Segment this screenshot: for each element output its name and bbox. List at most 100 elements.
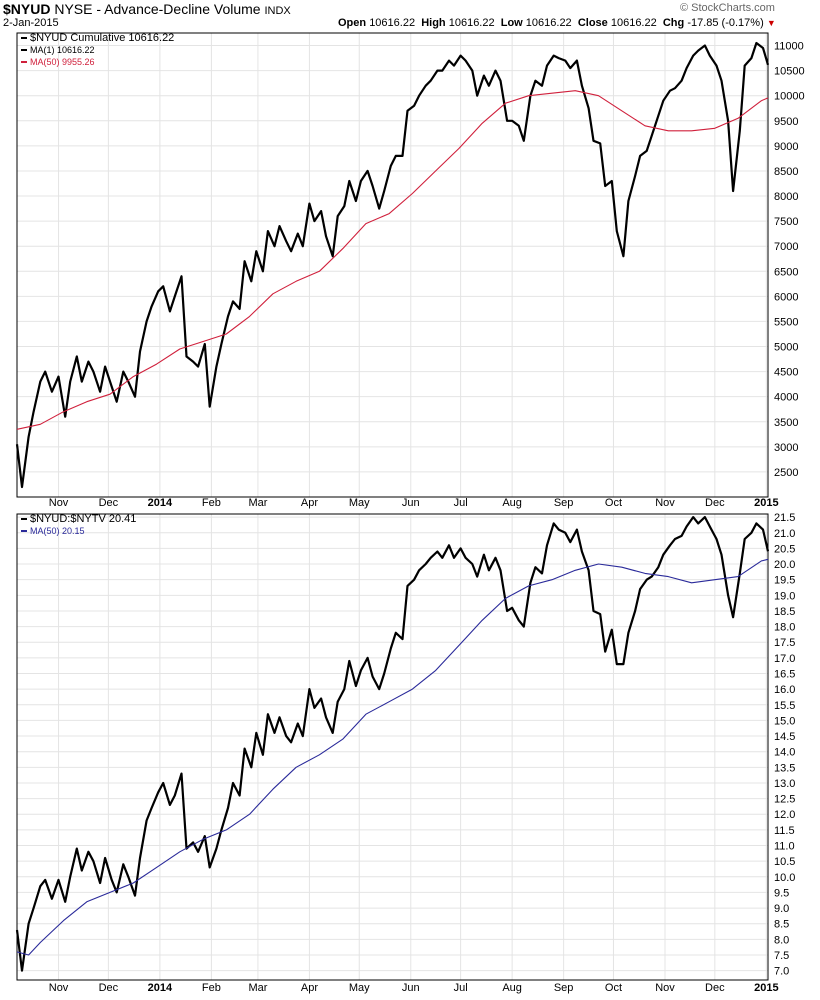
bottom-x-tick-label: May [349,982,370,994]
bottom-x-tick-label: Jun [402,982,420,994]
close-label: Close [577,17,608,29]
bottom-y-tick-label: 7.0 [774,966,789,978]
bottom-y-tick-label: 8.5 [774,919,789,931]
bottom-y-tick-label: 9.0 [774,903,789,915]
symbol-name: NYSE - Advance-Decline Volume [54,1,261,17]
ohlc-readout: Open 10616.22 High 10616.22 Low 10616.22… [338,17,776,29]
bottom-x-tick-label: Jul [454,982,468,994]
bottom-y-tick-label: 20.5 [774,543,795,555]
chg-label: Chg [662,17,685,29]
top-y-tick-label: 10500 [774,66,805,78]
high-value: 10616.22 [448,17,495,29]
top-legend-entry: MA(50) 9955.26 [30,57,95,67]
bottom-y-tick-label: 11.0 [774,841,795,853]
bottom-series-ma50-line [16,558,769,956]
bottom-y-tick-label: 12.5 [774,794,795,806]
bottom-x-tick-label: Dec [99,982,119,994]
bottom-y-tick-label: 19.0 [774,590,795,602]
top-y-tick-label: 2500 [774,467,798,479]
down-arrow-icon: ▼ [766,18,776,28]
bottom-plot-frame [16,513,769,981]
open-value: 10616.22 [369,17,416,29]
top-y-tick-label: 4000 [774,392,798,404]
bottom-x-tick-label: Sep [554,982,574,994]
top-x-tick-label: 2015 [754,497,778,509]
top-y-tick-label: 9000 [774,141,798,153]
chart-symbol-title: $NYUD NYSE - Advance-Decline Volume INDX [3,1,291,17]
top-y-tick-label: 6000 [774,291,798,303]
bottom-y-tick-label: 7.5 [774,950,789,962]
bottom-y-tick-label: 10.0 [774,872,795,884]
bottom-y-tick-label: 20.0 [774,559,795,571]
bottom-x-tick-label: Aug [502,982,522,994]
top-x-tick-label: Jun [402,497,420,509]
bottom-y-tick-label: 11.5 [774,825,795,837]
bottom-y-tick-label: 15.0 [774,715,795,727]
chg-value: -17.85 (-0.17%) [687,17,764,29]
top-x-tick-label: Jul [454,497,468,509]
bottom-y-tick-label: 8.0 [774,934,789,946]
bottom-y-tick-label: 21.5 [774,512,795,524]
bottom-plot-area [17,514,768,980]
top-y-tick-label: 6500 [774,266,798,278]
top-y-tick-label: 3000 [774,442,798,454]
bottom-legend-entry: MA(50) 20.15 [30,526,85,536]
bottom-x-tick-label: 2014 [148,982,173,994]
bottom-y-tick-label: 19.5 [774,575,795,587]
top-x-tick-label: Dec [99,497,119,509]
bottom-x-tick-label: Dec [705,982,725,994]
top-x-tick-label: Nov [655,497,675,509]
bottom-y-tick-label: 14.0 [774,747,795,759]
bottom-y-tick-label: 17.5 [774,637,795,649]
bottom-series-price-line [15,515,770,972]
top-x-tick-label: Dec [705,497,725,509]
top-x-tick-label: Feb [202,497,221,509]
bottom-y-tick-label: 14.5 [774,731,795,743]
bottom-y-tick-label: 16.5 [774,669,795,681]
open-label: Open [338,17,367,29]
top-y-tick-label: 10000 [774,91,805,103]
bottom-x-tick-label: Feb [202,982,221,994]
low-value: 10616.22 [525,17,572,29]
top-x-tick-label: Mar [248,497,267,509]
chart-date: 2-Jan-2015 [3,17,59,29]
bottom-y-tick-label: 16.0 [774,684,795,696]
top-y-tick-label: 11000 [774,41,804,53]
bottom-x-tick-label: Oct [605,982,622,994]
bottom-y-tick-label: 15.5 [774,700,795,712]
bottom-y-tick-label: 13.5 [774,762,795,774]
close-value: 10616.22 [610,17,657,29]
top-plot-frame [16,32,769,498]
bottom-legend-entry: $NYUD:$NYTV 20.41 [30,513,136,525]
top-legend-entry: $NYUD Cumulative 10616.22 [30,32,174,44]
bottom-x-tick-label: Apr [301,982,318,994]
top-y-tick-label: 7500 [774,216,798,228]
symbol: $NYUD [3,1,51,17]
top-series-price-line [15,41,770,489]
bottom-y-tick-label: 10.5 [774,856,795,868]
bottom-y-tick-label: 9.5 [774,887,789,899]
bottom-x-tick-label: Mar [248,982,267,994]
top-y-tick-label: 5000 [774,342,798,354]
bottom-y-tick-label: 21.0 [774,528,795,540]
top-y-tick-label: 3500 [774,417,798,429]
top-x-tick-label: 2014 [148,497,173,509]
top-y-tick-label: 8000 [774,191,798,203]
bottom-x-tick-label: 2015 [754,982,778,994]
top-y-tick-label: 7000 [774,241,798,253]
top-legend-entry: MA(1) 10616.22 [30,45,95,55]
bottom-y-tick-label: 13.0 [774,778,795,790]
high-label: High [421,17,446,29]
bottom-y-tick-label: 18.5 [774,606,795,618]
top-x-tick-label: Nov [49,497,69,509]
top-x-tick-label: Aug [502,497,522,509]
top-x-tick-label: May [349,497,370,509]
top-x-tick-label: Apr [301,497,318,509]
top-y-tick-label: 4500 [774,367,798,379]
top-plot-area [17,33,768,497]
bottom-y-tick-label: 18.0 [774,622,795,634]
bottom-x-tick-label: Nov [655,982,675,994]
bottom-y-tick-label: 17.0 [774,653,795,665]
low-label: Low [500,17,523,29]
